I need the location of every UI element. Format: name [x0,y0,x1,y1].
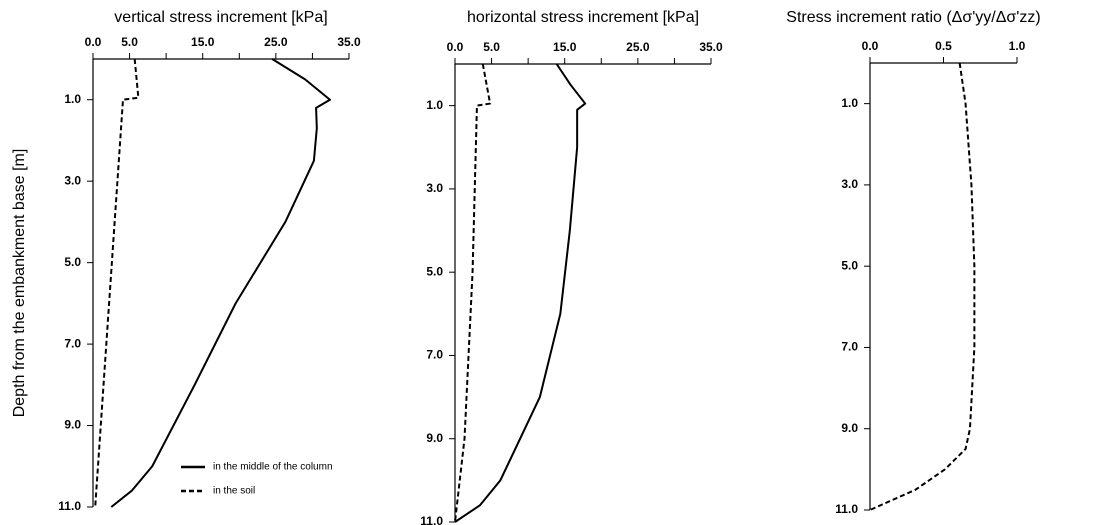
series-line [454,63,492,523]
x-tick-label: 0.5 [935,39,952,53]
x-tick-label: 25.0 [626,40,650,54]
legend-label: in the soil [213,486,255,497]
y-tick-label: 5.0 [841,258,858,272]
y-tick-label: 9.0 [426,431,443,445]
x-tick-label: 25.0 [264,35,288,49]
x-tick-label: 5.0 [121,35,138,49]
panel-title: vertical stress increment [kPa] [114,9,327,26]
y-tick-label: 3.0 [841,177,858,191]
y-tick-label: 1.0 [841,96,858,110]
y-tick-label: 11.0 [420,514,443,525]
y-tick-label: 7.0 [426,348,443,362]
series-line [869,62,976,511]
y-tick-label: 7.0 [841,340,858,354]
series-line [110,58,331,508]
y-tick-label: 11.0 [58,499,81,513]
y-tick-label: 7.0 [64,336,81,350]
x-tick-label: 35.0 [699,40,723,54]
x-tick-label: 0.0 [862,39,879,53]
legend-label: in the middle of the column [213,462,333,473]
y-tick-label: 9.0 [841,421,858,435]
panel-title: horizontal stress increment [kPa] [467,9,699,26]
x-tick-label: 15.0 [191,35,215,49]
x-tick-label: 15.0 [553,40,577,54]
y-tick-label: 3.0 [426,181,443,195]
x-tick-label: 5.0 [483,40,500,54]
panel-title: Stress increment ratio (Δσ'yy/Δσ'zz) [786,9,1040,26]
y-tick-label: 9.0 [64,418,81,432]
y-tick-label: 3.0 [64,173,81,187]
y-tick-label: 5.0 [426,264,443,278]
x-tick-label: 0.0 [85,35,102,49]
series-line [94,58,140,508]
x-tick-label: 1.0 [1009,39,1026,53]
y-axis-label: Depth from the embankment base [m] [11,149,28,418]
y-tick-label: 1.0 [64,92,81,106]
y-tick-label: 1.0 [426,98,443,112]
x-tick-label: 35.0 [337,35,361,49]
y-tick-label: 5.0 [64,255,81,269]
series-line [454,63,587,523]
y-tick-label: 11.0 [835,502,858,516]
x-tick-label: 0.0 [447,40,464,54]
